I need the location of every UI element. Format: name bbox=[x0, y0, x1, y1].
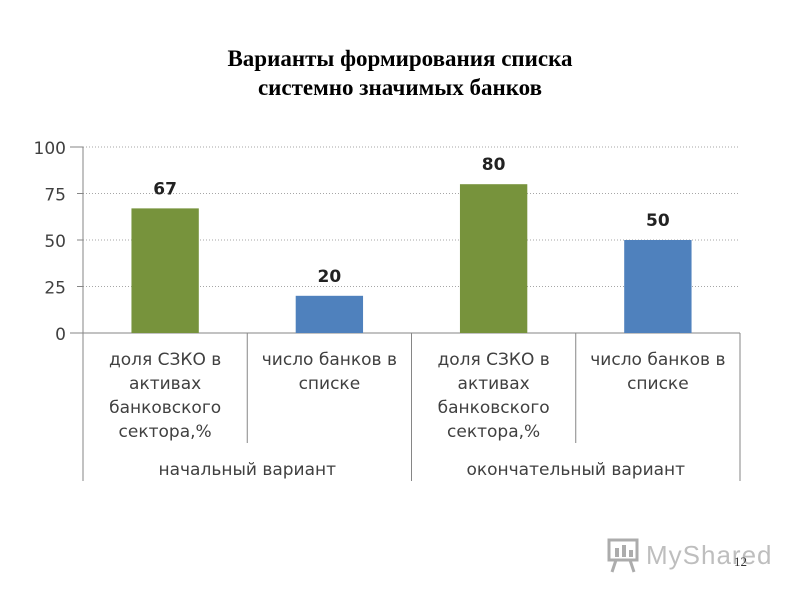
category-label: число банков в bbox=[262, 350, 397, 370]
data-label: 67 bbox=[153, 179, 177, 199]
category-label: активах bbox=[129, 374, 201, 394]
group-label: начальный вариант bbox=[158, 460, 336, 480]
group-label: окончательный вариант bbox=[466, 460, 685, 480]
chart-title-line-1: Варианты формирования списка bbox=[227, 46, 573, 71]
page-number: 12 bbox=[734, 554, 747, 569]
presentation-board-icon bbox=[607, 538, 639, 573]
category-label: банковского bbox=[438, 398, 550, 418]
watermark-text: MyShared bbox=[646, 540, 773, 570]
category-label: списке bbox=[299, 374, 361, 394]
category-label: сектора,% bbox=[447, 422, 540, 442]
y-tick-label: 25 bbox=[44, 279, 66, 299]
y-tick-label: 50 bbox=[44, 232, 66, 252]
bar bbox=[131, 208, 199, 333]
y-tick-label: 100 bbox=[34, 139, 66, 159]
y-tick-label: 0 bbox=[55, 325, 66, 345]
chart-title-line-2: системно значимых банков bbox=[257, 75, 543, 100]
category-label: банковского bbox=[109, 398, 221, 418]
category-label: число банков в bbox=[590, 350, 725, 370]
watermark-logo: MyShared bbox=[606, 534, 772, 576]
category-label: активах bbox=[458, 374, 530, 394]
bar bbox=[295, 295, 364, 333]
category-label: списке bbox=[627, 374, 689, 394]
data-label: 80 bbox=[482, 155, 506, 175]
y-tick-label: 75 bbox=[44, 186, 66, 206]
chart-title: Варианты формирования списка системно зн… bbox=[0, 44, 800, 102]
data-label: 20 bbox=[318, 267, 342, 287]
bar bbox=[624, 240, 692, 333]
category-label: доля СЗКО в bbox=[437, 350, 549, 370]
bar bbox=[459, 184, 528, 333]
category-label: доля СЗКО в bbox=[109, 350, 221, 370]
data-label: 50 bbox=[646, 211, 670, 231]
category-label: сектора,% bbox=[119, 422, 212, 442]
